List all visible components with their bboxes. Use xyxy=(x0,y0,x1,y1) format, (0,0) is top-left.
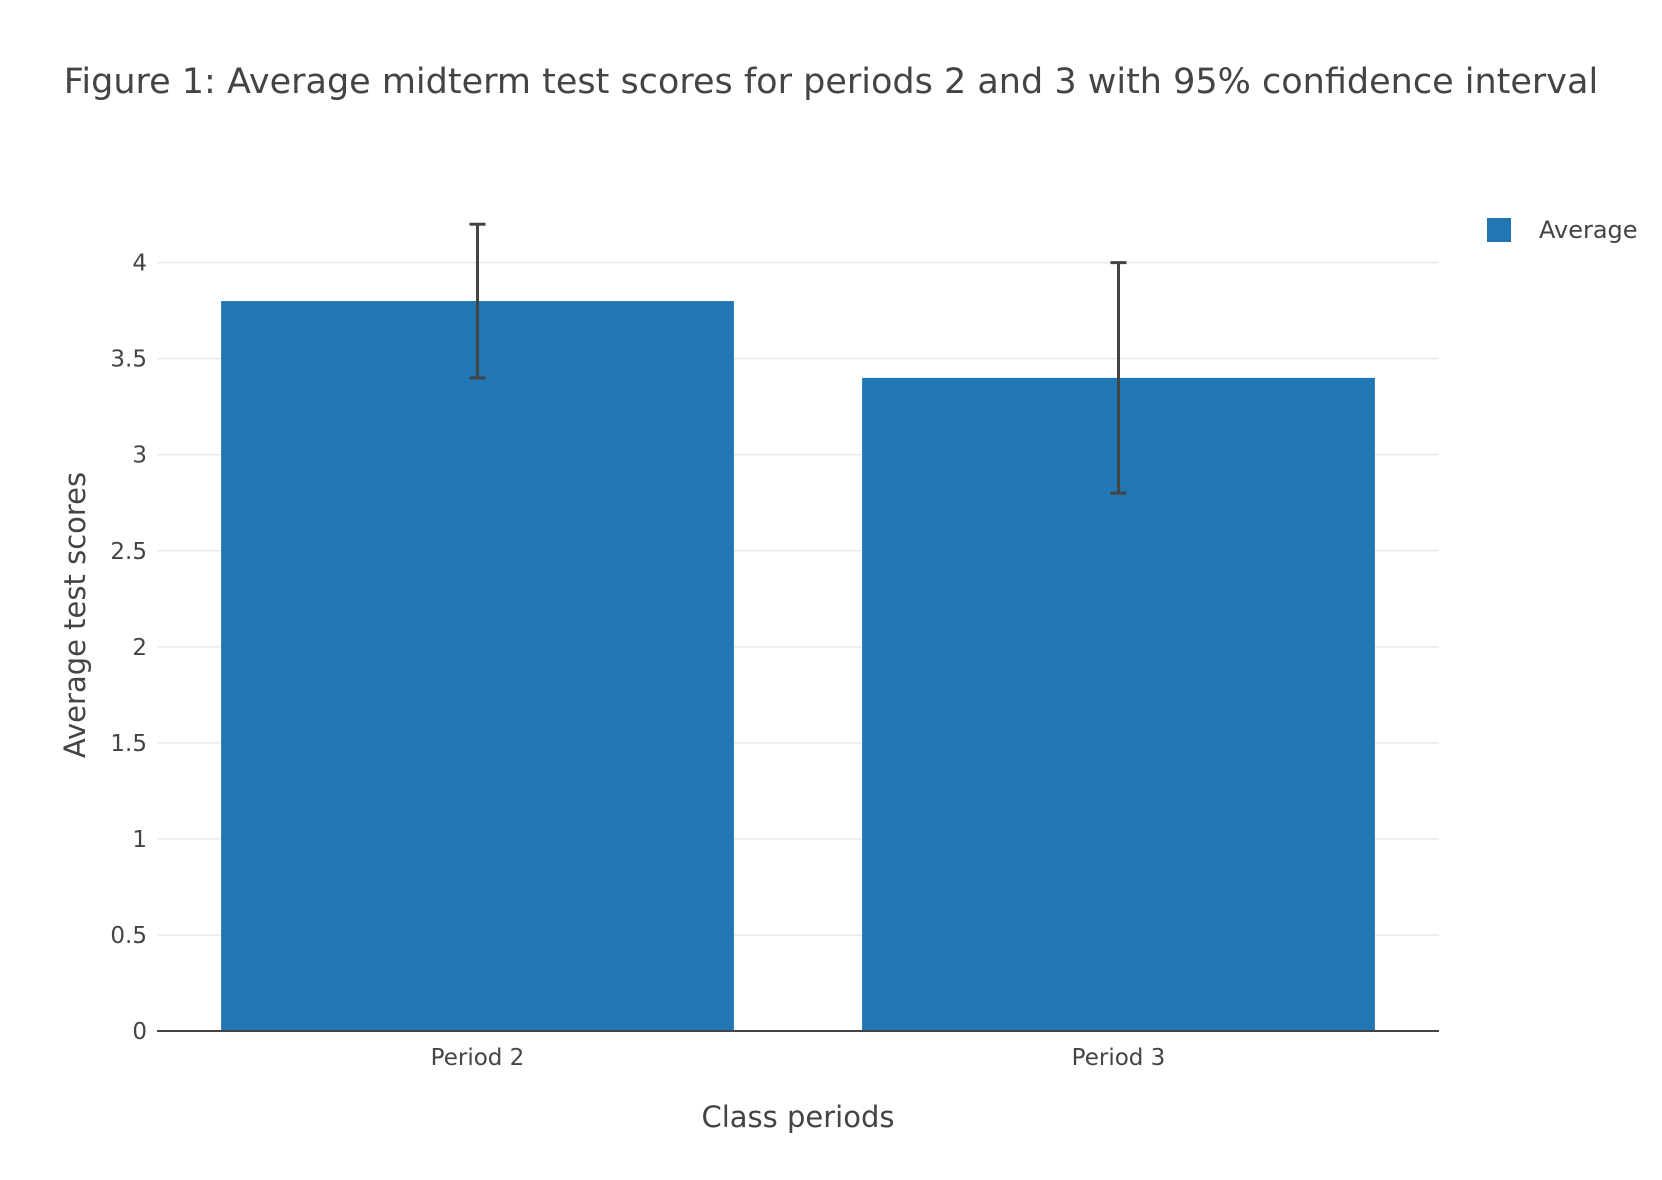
legend[interactable]: Average xyxy=(1487,216,1638,244)
y-tick-label: 1.5 xyxy=(110,731,147,757)
x-tick-label: Period 2 xyxy=(431,1045,525,1071)
y-tick-label: 0.5 xyxy=(110,923,147,949)
axes: 0 0.5 1 1.5 2 2.5 3 3.5 4 Period 2 Period 3 xyxy=(110,251,1439,1071)
y-axis-title: Average test scores xyxy=(58,471,92,759)
chart-title: Figure 1: Average midterm test scores fo… xyxy=(63,62,1599,102)
y-tick-label: 1 xyxy=(132,827,147,853)
legend-swatch-average xyxy=(1487,218,1511,242)
x-axis-title: Class periods xyxy=(701,1100,895,1134)
bars xyxy=(221,301,1375,1031)
y-tick-label: 4 xyxy=(132,251,147,277)
bar-period-2[interactable] xyxy=(221,301,734,1031)
y-tick-label: 0 xyxy=(132,1019,147,1045)
y-tick-label: 3 xyxy=(132,443,147,469)
x-tick-label: Period 3 xyxy=(1072,1045,1166,1071)
legend-label-average: Average xyxy=(1539,216,1638,244)
y-tick-label: 3.5 xyxy=(110,347,147,373)
y-tick-label: 2 xyxy=(132,635,147,661)
error-bars xyxy=(469,222,1127,495)
y-tick-label: 2.5 xyxy=(110,539,147,565)
